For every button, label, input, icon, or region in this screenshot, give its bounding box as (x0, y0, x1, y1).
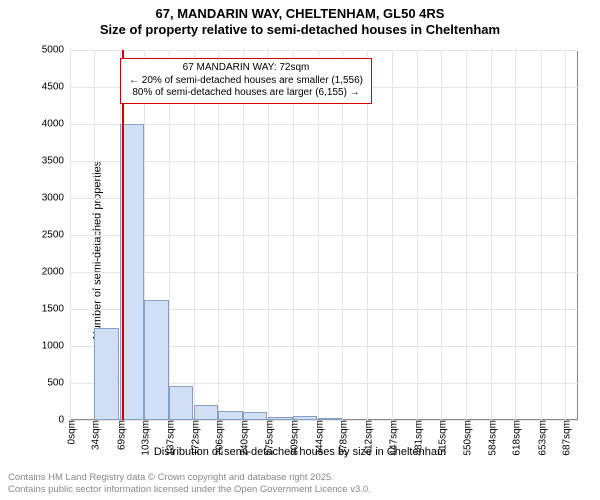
gridline-h (70, 235, 578, 236)
attribution-line1: Contains HM Land Registry data © Crown c… (8, 472, 371, 484)
gridline-v (367, 50, 368, 420)
gridline-v (491, 50, 492, 420)
y-tick-label: 2000 (42, 267, 70, 278)
annotation-line3: 80% of semi-detached houses are larger (… (129, 87, 363, 100)
gridline-v (194, 50, 195, 420)
gridline-v (342, 50, 343, 420)
x-axis-label: Distribution of semi-detached houses by … (0, 446, 600, 458)
gridline-h (70, 198, 578, 199)
gridline-h (70, 161, 578, 162)
histogram-bar (94, 328, 118, 420)
gridline-v (318, 50, 319, 420)
gridline-h (70, 124, 578, 125)
annotation-line2: ← 20% of semi-detached houses are smalle… (129, 75, 363, 88)
histogram-bar (194, 405, 218, 420)
y-tick-label: 2500 (42, 230, 70, 241)
chart-title-line2: Size of property relative to semi-detach… (0, 22, 600, 37)
y-tick-label: 3500 (42, 156, 70, 167)
histogram-bar (318, 418, 342, 420)
histogram-bar (144, 300, 168, 420)
y-tick-label: 5000 (42, 45, 70, 56)
y-tick-label: 4000 (42, 119, 70, 130)
gridline-v (541, 50, 542, 420)
histogram-bar (218, 411, 242, 420)
y-tick-label: 500 (47, 378, 70, 389)
gridline-h (70, 50, 578, 51)
gridline-v (268, 50, 269, 420)
annotation-box: 67 MANDARIN WAY: 72sqm ← 20% of semi-det… (120, 58, 372, 104)
y-tick-label: 1000 (42, 341, 70, 352)
reference-line (122, 50, 124, 420)
attribution-line2: Contains public sector information licen… (8, 484, 371, 496)
gridline-v (218, 50, 219, 420)
histogram-bar (293, 416, 317, 420)
histogram-bar (169, 386, 193, 420)
histogram-bar (243, 412, 267, 420)
gridline-v (565, 50, 566, 420)
y-tick-label: 4500 (42, 82, 70, 93)
gridline-h (70, 272, 578, 273)
gridline-v (293, 50, 294, 420)
y-tick-label: 3000 (42, 193, 70, 204)
gridline-v (70, 50, 71, 420)
plot-area: 67 MANDARIN WAY: 72sqm ← 20% of semi-det… (70, 50, 578, 420)
histogram-bar (268, 417, 292, 420)
gridline-v (466, 50, 467, 420)
y-tick-label: 1500 (42, 304, 70, 315)
chart-container: 67, MANDARIN WAY, CHELTENHAM, GL50 4RS S… (0, 0, 600, 500)
annotation-line1: 67 MANDARIN WAY: 72sqm (129, 62, 363, 75)
gridline-v (392, 50, 393, 420)
x-tick-label: 0sqm (63, 420, 78, 444)
gridline-v (441, 50, 442, 420)
gridline-v (243, 50, 244, 420)
gridline-v (169, 50, 170, 420)
chart-title-line1: 67, MANDARIN WAY, CHELTENHAM, GL50 4RS (0, 6, 600, 21)
attribution: Contains HM Land Registry data © Crown c… (8, 472, 371, 496)
gridline-v (515, 50, 516, 420)
gridline-v (417, 50, 418, 420)
